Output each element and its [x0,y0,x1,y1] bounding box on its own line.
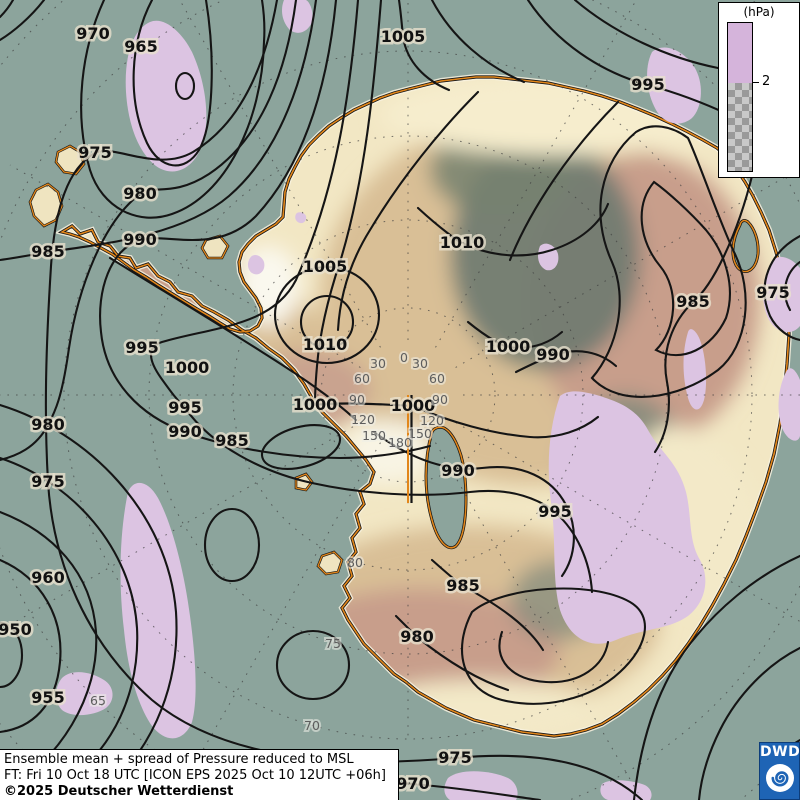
pressure-label: 985 [446,576,479,595]
latitude-label: 75 [325,636,341,651]
latitude-label: 80 [347,555,363,570]
pressure-label: 1005 [303,257,348,276]
pressure-label: 990 [168,422,201,441]
legend-colorbar [727,22,753,172]
pressure-label: 975 [756,283,789,302]
meridian-label: 150 [408,426,432,441]
pressure-label: 1000 [391,396,436,415]
legend-title: (hPa) [743,5,775,19]
pressure-label: 1000 [165,358,210,377]
pressure-label: 985 [676,292,709,311]
latitude-label: 65 [90,693,106,708]
map-info-box: Ensemble mean + spread of Pressure reduc… [0,749,399,800]
meridian-label: 150 [362,428,386,443]
meridian-label: 120 [420,413,444,428]
dwd-logo: DWD [759,742,800,800]
meridian-label: 60 [354,371,370,386]
pressure-label: 1000 [486,337,531,356]
legend-spread-swatch [728,23,752,83]
pressure-label: 990 [441,461,474,480]
pressure-label: 995 [168,398,201,417]
pressure-label: 980 [400,627,433,646]
pressure-label: 990 [123,230,156,249]
pressure-label: 985 [215,431,248,450]
pressure-label: 970 [396,774,429,793]
pole-meridian-line [407,395,413,503]
pressure-label: 990 [536,345,569,364]
pressure-label: 980 [123,184,156,203]
pressure-label: 950 [0,620,32,639]
legend-tick-value: 2 [762,74,771,89]
dwd-logo-text: DWD [760,744,800,760]
pressure-label: 965 [124,37,157,56]
pressure-label: 1010 [440,233,485,252]
pressure-label: 975 [438,748,471,767]
meridian-label: 90 [432,392,448,407]
pressure-label: 995 [125,338,158,357]
pressure-label: 955 [31,688,64,707]
meridian-label: 180 [388,435,412,450]
forecast-time: FT: Fri 10 Oct 18 UTC [ICON EPS 2025 Oct… [4,768,386,783]
pressure-label: 995 [538,502,571,521]
meridian-label: 90 [349,392,365,407]
pressure-label: 980 [31,415,64,434]
dwd-spiral-icon [765,764,794,792]
pressure-label: 960 [31,568,64,587]
meridian-label: 30 [370,356,386,371]
latitude-label: 70 [304,718,320,733]
pressure-label: 975 [78,143,111,162]
pressure-label: 975 [31,472,64,491]
meridian-label: 0 [400,350,408,365]
legend-tick [752,82,759,83]
pressure-label: 1010 [303,335,348,354]
map-title: Ensemble mean + spread of Pressure reduc… [4,752,354,767]
pressure-label: 995 [631,75,664,94]
meridian-label: 60 [429,371,445,386]
legend: (hPa) 2 [718,2,800,178]
pressure-label: 985 [31,242,64,261]
legend-hatch-swatch [728,83,752,171]
pressure-label: 1000 [293,395,338,414]
pressure-label: 970 [76,24,109,43]
pressure-label: 1005 [381,27,426,46]
copyright: ©2025 Deutscher Wetterdienst [4,784,234,799]
pressure-labels: 970 965 1005 995 975 980 990 985 1010 1005 975 985 1… [0,22,792,796]
meridian-label: 30 [412,356,428,371]
meridian-label: 120 [351,412,375,427]
